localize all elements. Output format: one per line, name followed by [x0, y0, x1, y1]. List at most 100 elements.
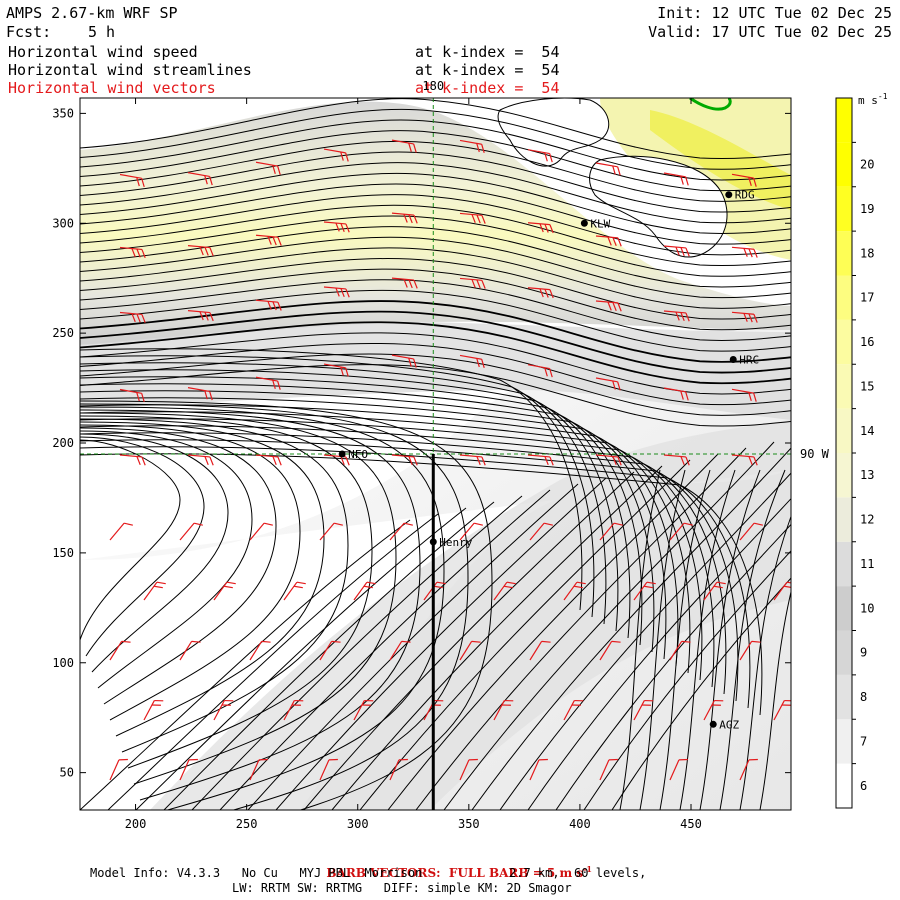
- streamline-east-82: [739, 515, 791, 810]
- wind-barb-80: [143, 699, 164, 721]
- streamline-jet-21: [80, 321, 791, 385]
- colorbar-label-17: 17: [860, 291, 874, 305]
- model-title: AMPS 2.67-km WRF SP: [6, 4, 178, 22]
- wind-barb-10: [119, 246, 146, 258]
- streamline-jet-13: [80, 236, 791, 299]
- wind-barb-34: [391, 354, 417, 368]
- y-tick-label-3: 200: [52, 436, 74, 450]
- speed-shade-lower: [80, 320, 791, 810]
- wind-barb-42: [255, 454, 282, 466]
- wind-barb-61: [213, 581, 236, 601]
- colorbar-unit-exponent: -1: [878, 92, 888, 101]
- init-time: Init: 12 UTC Tue 02 Dec 25: [657, 4, 892, 22]
- station-label-rdg: RDG: [735, 189, 755, 202]
- streamline-jet-8: [80, 183, 791, 245]
- wind-barb-19: [731, 246, 758, 258]
- streamline-diag-57: [107, 513, 439, 810]
- colorbar-bin-8: [836, 408, 852, 453]
- colorbar-bin-3: [836, 630, 852, 675]
- wind-barb-21: [187, 310, 214, 322]
- field-2-name: Horizontal wind streamlines: [8, 61, 252, 79]
- physics-info: LW: RRTM SW: RRTMG DIFF: simple KM: 2D S…: [232, 881, 572, 895]
- wind-barb-48: [663, 454, 690, 466]
- wind-barb-32: [255, 376, 281, 390]
- wind-barb-11: [187, 245, 214, 257]
- colorbar-label-6: 6: [860, 779, 867, 793]
- streamline-diag-67: [387, 453, 719, 810]
- colorbar-label-10: 10: [860, 601, 874, 615]
- valid-time: Valid: 17 UTC Tue 02 Dec 25: [648, 23, 892, 41]
- wind-barb-89: [773, 699, 791, 721]
- y-tick-label-6: 350: [52, 106, 74, 120]
- streamline-jet-7: [80, 172, 791, 234]
- streamline-jet-15: [80, 258, 791, 320]
- wind-barb-71: [179, 640, 201, 661]
- stations: NFO Henry KLW RDG HRC AGZ: [338, 189, 759, 731]
- colorbar-label-16: 16: [860, 335, 874, 349]
- wind-barb-31: [187, 387, 213, 401]
- streamline-loop-53: [80, 406, 445, 810]
- wind-barb-90: [109, 758, 128, 781]
- streamline-diag-75: [611, 577, 791, 810]
- streamline-mid-34: [80, 404, 679, 667]
- streamline-loop-48: [80, 421, 325, 737]
- wind-barb-12: [255, 234, 282, 246]
- streamline-diag-56: [80, 519, 411, 810]
- field-3-name: Horizontal wind vectors: [8, 79, 216, 97]
- colorbar-label-11: 11: [860, 557, 874, 571]
- station-label-nfo: NFO: [348, 448, 368, 461]
- wind-barb-77: [599, 640, 621, 661]
- wind-barb-62: [283, 581, 306, 601]
- wind-barb-30: [119, 388, 145, 403]
- wind-barb-97: [599, 758, 618, 781]
- streamline-loop-43: [80, 436, 205, 657]
- wind-barb-13: [323, 221, 350, 233]
- wind-barb-92: [249, 758, 268, 781]
- streamline-diag-60: [191, 495, 523, 810]
- model-info: Model Info: V4.3.3 No Cu MYJ PBL Morriso…: [90, 866, 647, 880]
- wind-barb-24: [391, 277, 418, 289]
- streamline-jet-3: [80, 130, 791, 192]
- streamline-diag-64: [303, 471, 635, 810]
- colorbar-bin-4: [836, 586, 852, 631]
- colorbar-bin-6: [836, 497, 852, 542]
- wind-barb-22: [255, 299, 282, 311]
- colorbar-bin-12: [836, 231, 852, 276]
- streamline-east-77: [639, 469, 686, 810]
- wind-barb-4: [391, 139, 417, 153]
- streamline-jet-17: [80, 279, 791, 341]
- wind-barb-9: [731, 173, 757, 187]
- wind-barb-44: [391, 454, 418, 466]
- wind-barb-27: [595, 300, 622, 312]
- wind-barb-72: [249, 640, 271, 661]
- streamline-loop-44: [80, 433, 229, 673]
- wind-barb-78: [669, 640, 691, 661]
- wind-barb-66: [563, 581, 586, 601]
- x-axis-ticks: 200 250 300 350 400 450: [125, 98, 702, 831]
- streamline-diag-63: [275, 477, 607, 810]
- x-tick-label-0: 200: [125, 817, 147, 831]
- colorbar-bin-5: [836, 541, 852, 587]
- wind-barb-17: [595, 235, 622, 247]
- streamline-jet-2: [80, 119, 791, 181]
- field-1-level: at k-index = 54: [415, 43, 560, 61]
- colorbar-bin-9: [836, 364, 852, 409]
- streamline-loop-47: [80, 424, 301, 721]
- wind-barb-63: [353, 581, 376, 601]
- speed-shade-diagonal: [150, 420, 791, 810]
- colorbar-label-14: 14: [860, 424, 874, 438]
- wind-barb-7: [595, 162, 621, 176]
- streamline-diag-59: [163, 501, 495, 810]
- station-marker-henry: [429, 538, 437, 546]
- wind-barb-46: [527, 454, 554, 466]
- colorbar-bin-13: [836, 186, 852, 232]
- streamline-east-79: [679, 469, 736, 810]
- x-tick-label-4: 400: [569, 817, 591, 831]
- x-tick-label-1: 250: [236, 817, 258, 831]
- colorbar-label-13: 13: [860, 468, 874, 482]
- streamline-mid-27: [80, 355, 595, 618]
- streamline-mid-26: [80, 348, 583, 611]
- wind-barb-68: [703, 581, 726, 601]
- wind-barb-3: [323, 148, 349, 162]
